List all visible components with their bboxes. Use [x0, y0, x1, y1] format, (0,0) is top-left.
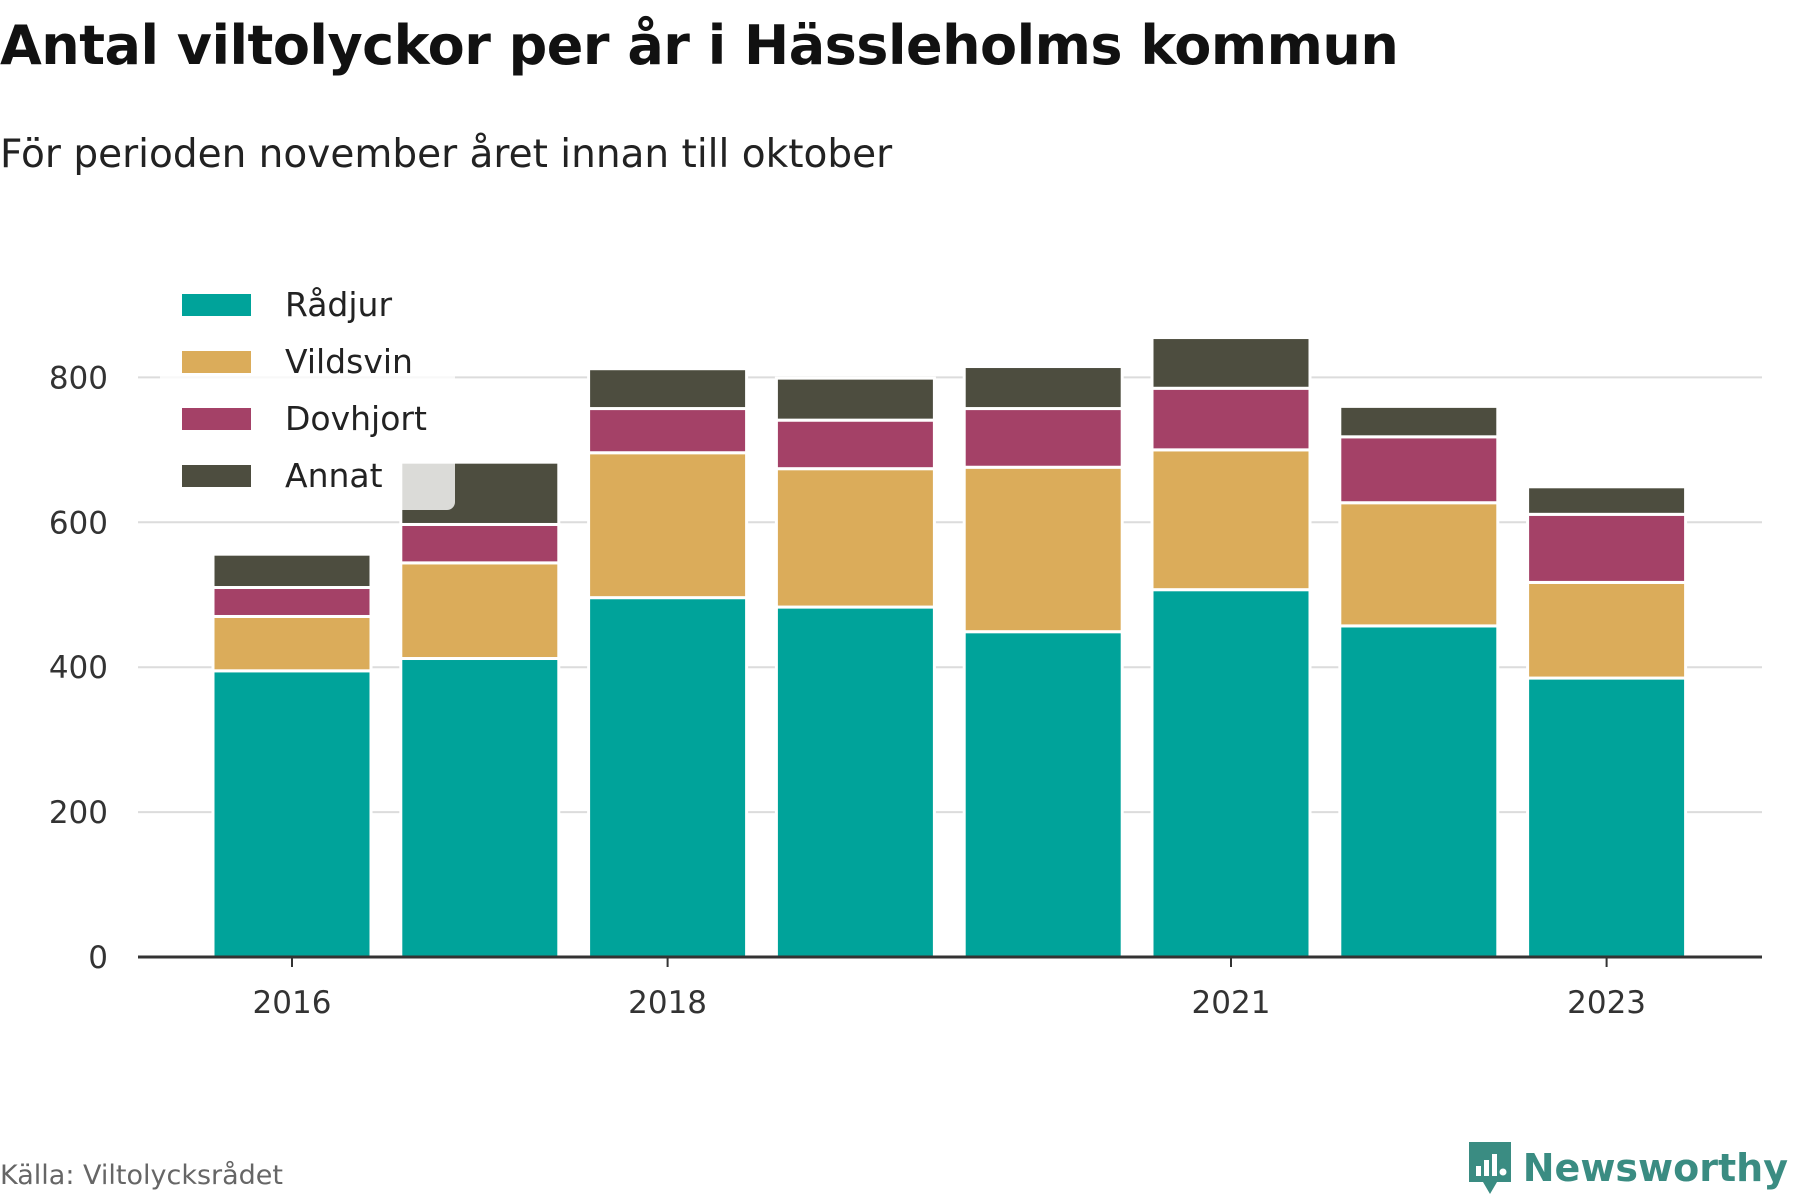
legend: Rådjur Vildsvin Dovhjort Annat [160, 276, 455, 510]
bars [211, 336, 1688, 959]
chart-title: Antal viltolyckor per år i Hässleholms k… [0, 14, 1399, 77]
bar-segment-vildsvin [774, 467, 936, 609]
y-tick-label: 600 [49, 505, 108, 541]
bar-segment-rådjur [1526, 676, 1688, 959]
x-axis: 2016 2018 2021 2023 [138, 955, 1762, 1021]
x-tick-label: 2018 [628, 985, 707, 1021]
y-tick-label: 800 [49, 360, 108, 396]
bar-segment-dovhjort [1526, 512, 1688, 584]
y-tick-label: 200 [49, 795, 108, 831]
bar-segment-vildsvin [1338, 501, 1500, 628]
legend-label: Annat [285, 456, 383, 495]
bar-segment-vildsvin [399, 561, 561, 661]
y-axis-ticks: 0 200 400 600 800 [49, 360, 108, 976]
brand-name: Newsworthy [1522, 1146, 1788, 1190]
bar-segment-rådjur [587, 596, 749, 959]
bar-segment-rådjur [1150, 588, 1312, 959]
y-tick-label: 0 [88, 940, 108, 976]
bar-segment-vildsvin [1526, 580, 1688, 680]
source-note: Källa: Viltolycksrådet [0, 1160, 283, 1191]
bar-segment-rådjur [774, 605, 936, 959]
legend-label: Dovhjort [285, 399, 427, 438]
bar-segment-annat [587, 367, 749, 411]
bar-segment-rådjur [211, 669, 373, 959]
bar-segment-dovhjort [774, 418, 936, 471]
legend-label: Vildsvin [285, 342, 413, 381]
bar-segment-dovhjort [962, 407, 1124, 469]
x-tick-label: 2016 [253, 985, 332, 1021]
bar-segment-annat [962, 365, 1124, 411]
bar-segment-annat [211, 552, 373, 590]
legend-swatch [182, 408, 251, 430]
x-tick-label: 2023 [1567, 985, 1646, 1021]
legend-swatch [182, 351, 251, 373]
bar-segment-annat [1150, 336, 1312, 390]
newsworthy-logo-icon [1468, 1142, 1511, 1194]
bar-segment-annat [1526, 485, 1688, 516]
x-tick-label: 2021 [1192, 985, 1271, 1021]
bar-segment-dovhjort [1338, 435, 1500, 505]
bar-segment-dovhjort [211, 586, 373, 618]
bar-segment-dovhjort [587, 407, 749, 455]
legend-box [160, 276, 455, 510]
bar-segment-annat [1338, 404, 1500, 439]
legend-swatch [182, 465, 251, 487]
bar-segment-vildsvin [587, 451, 749, 600]
bar-segment-annat [774, 376, 936, 422]
bar-segment-vildsvin [1150, 448, 1312, 592]
chart-subtitle: För perioden november året innan till ok… [0, 132, 893, 177]
bar-segment-dovhjort [399, 522, 561, 565]
bar-segment-vildsvin [962, 465, 1124, 634]
bar-segment-rådjur [962, 630, 1124, 959]
bar-segment-rådjur [399, 657, 561, 959]
y-tick-label: 400 [49, 650, 108, 686]
legend-swatch [182, 294, 251, 316]
bar-segment-vildsvin [211, 614, 373, 673]
legend-label: Rådjur [285, 285, 392, 324]
brand-logo[interactable]: Newsworthy [1467, 1140, 1788, 1196]
bar-segment-rådjur [1338, 624, 1500, 959]
bar-segment-dovhjort [1150, 386, 1312, 452]
